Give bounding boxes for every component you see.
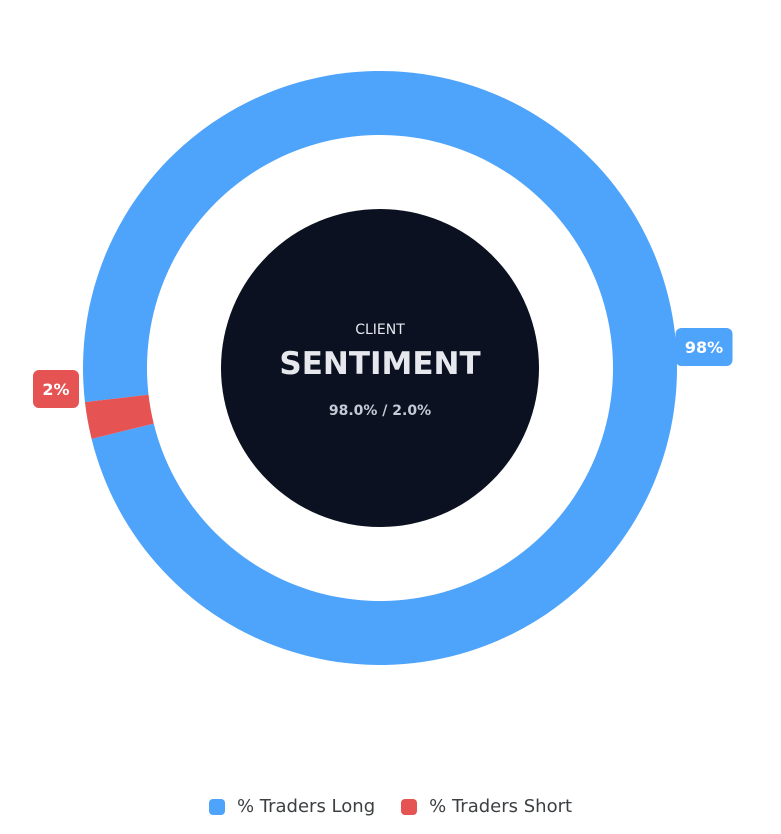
legend-swatch-short <box>401 798 418 815</box>
data-label-long-badge <box>675 328 733 366</box>
data-label-short-badge <box>33 370 79 408</box>
slice-traders-short[interactable] <box>84 394 154 439</box>
legend-item-long[interactable]: % Traders Long <box>208 796 376 817</box>
center-title-small: CLIENT <box>355 322 405 338</box>
chart-legend: % Traders Long % Traders Short <box>0 796 781 817</box>
donut-slices <box>83 71 678 665</box>
data-label-long: 98% <box>675 328 733 366</box>
center-circle <box>221 209 539 527</box>
data-label-short: 2% <box>33 370 79 408</box>
legend-swatch-long <box>208 798 225 815</box>
data-label-short-text: 2% <box>42 380 69 399</box>
legend-label-short: % Traders Short <box>429 796 573 817</box>
legend-item-short[interactable]: % Traders Short <box>401 796 572 817</box>
data-labels: 98% 2% <box>33 328 733 408</box>
legend-label-long: % Traders Long <box>236 796 376 817</box>
data-label-long-text: 98% <box>685 338 723 357</box>
center-title-large: SENTIMENT <box>279 346 480 382</box>
center-summary: 98.0% / 2.0% <box>329 403 431 419</box>
